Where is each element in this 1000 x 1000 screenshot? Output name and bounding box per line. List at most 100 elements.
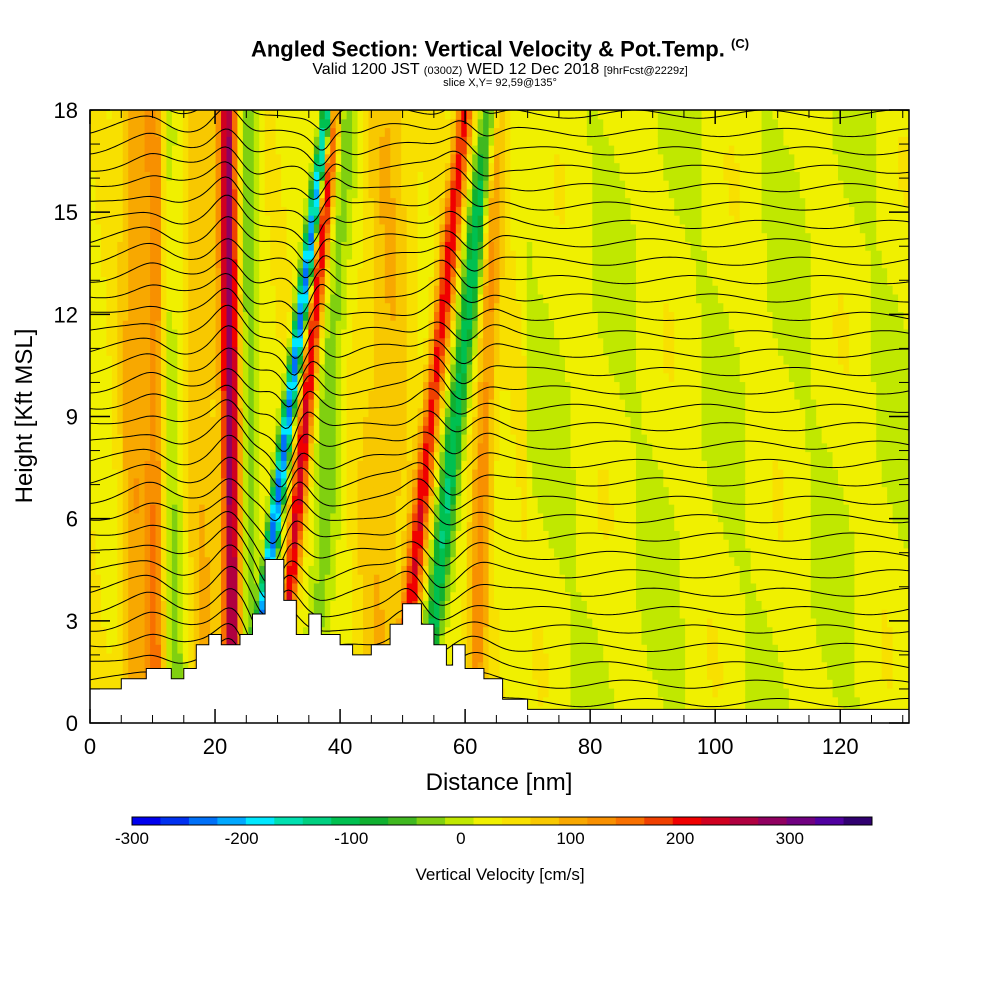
velocity-cell <box>199 346 206 356</box>
velocity-cell <box>237 434 244 444</box>
velocity-cell <box>270 434 277 444</box>
velocity-cell <box>363 609 370 619</box>
velocity-cell <box>341 250 348 260</box>
velocity-cell <box>455 127 462 137</box>
velocity-cell <box>412 363 419 374</box>
velocity-cell <box>150 328 157 339</box>
velocity-cell <box>379 547 386 558</box>
velocity-cell <box>346 355 353 365</box>
velocity-cell <box>199 416 206 426</box>
velocity-cell <box>188 302 195 313</box>
velocity-cell <box>133 512 140 523</box>
velocity-cell <box>248 495 255 505</box>
velocity-cell <box>248 328 255 339</box>
velocity-cell <box>275 215 282 225</box>
velocity-cell <box>242 145 249 155</box>
velocity-cell <box>423 398 430 409</box>
velocity-cell <box>466 539 473 549</box>
velocity-cell <box>275 267 282 277</box>
velocity-cell <box>177 223 184 234</box>
velocity-cell <box>428 574 435 584</box>
velocity-cell <box>171 582 178 593</box>
velocity-cell <box>150 556 157 566</box>
velocity-cell <box>264 171 271 181</box>
velocity-cell <box>182 171 189 181</box>
velocity-cell <box>226 626 233 637</box>
velocity-cell <box>379 442 386 453</box>
velocity-cell <box>270 442 277 453</box>
velocity-cell <box>160 451 168 461</box>
velocity-cell <box>253 512 260 523</box>
velocity-cell <box>259 495 266 505</box>
velocity-cell <box>433 635 441 645</box>
velocity-cell <box>160 556 168 566</box>
velocity-cell <box>439 617 446 628</box>
velocity-cell <box>313 582 320 593</box>
velocity-cell <box>171 609 178 619</box>
velocity-cell <box>100 232 107 242</box>
velocity-cell <box>117 188 124 199</box>
velocity-cell <box>95 328 102 339</box>
velocity-cell <box>423 390 430 400</box>
velocity-cell <box>308 600 315 610</box>
velocity-cell <box>346 363 353 374</box>
velocity-cell <box>335 434 342 444</box>
velocity-cell <box>199 530 206 540</box>
velocity-cell <box>237 363 244 374</box>
velocity-cell <box>308 276 315 286</box>
velocity-cell <box>319 425 326 435</box>
velocity-cell <box>461 153 468 164</box>
velocity-cell <box>270 250 277 260</box>
velocity-cell <box>150 302 157 313</box>
velocity-cell <box>368 416 375 426</box>
velocity-cell <box>199 302 206 313</box>
velocity-cell <box>188 223 195 234</box>
velocity-cell <box>455 188 462 199</box>
velocity-cell <box>357 136 364 146</box>
velocity-cell <box>95 346 102 356</box>
velocity-cell <box>450 302 457 313</box>
velocity-cell <box>401 460 408 470</box>
velocity-cell <box>106 416 113 426</box>
velocity-cell <box>90 504 97 514</box>
velocity-cell <box>286 311 293 321</box>
velocity-cell <box>461 600 468 610</box>
velocity-cell <box>133 171 140 181</box>
velocity-cell <box>352 215 359 225</box>
velocity-cell <box>373 556 380 566</box>
velocity-cell <box>106 460 113 470</box>
velocity-cell <box>423 451 430 461</box>
velocity-cell <box>231 258 239 269</box>
velocity-cell <box>177 171 184 181</box>
velocity-cell <box>155 206 162 216</box>
velocity-cell <box>308 320 315 330</box>
velocity-cell <box>221 241 228 251</box>
velocity-cell <box>215 118 222 129</box>
velocity-cell <box>231 302 239 313</box>
velocity-cell <box>433 582 441 593</box>
velocity-cell <box>379 582 386 593</box>
velocity-cell <box>302 285 309 295</box>
velocity-cell <box>117 127 124 137</box>
velocity-cell <box>450 591 457 601</box>
velocity-cell <box>363 469 370 479</box>
velocity-cell <box>221 495 228 505</box>
velocity-cell <box>324 145 331 155</box>
velocity-cell <box>450 512 457 523</box>
velocity-cell <box>253 153 260 164</box>
velocity-cell <box>433 486 441 496</box>
velocity-cell <box>259 223 266 234</box>
velocity-cell <box>199 398 206 409</box>
velocity-cell <box>166 188 173 199</box>
velocity-cell <box>188 328 195 339</box>
velocity-cell <box>253 136 260 146</box>
velocity-cell <box>231 180 239 190</box>
velocity-cell <box>302 110 309 120</box>
velocity-cell <box>395 451 402 461</box>
velocity-cell <box>171 311 178 321</box>
velocity-cell <box>335 241 342 251</box>
velocity-cell <box>341 469 348 479</box>
velocity-cell <box>128 469 135 479</box>
velocity-cell <box>330 302 337 313</box>
velocity-cell <box>450 626 457 637</box>
